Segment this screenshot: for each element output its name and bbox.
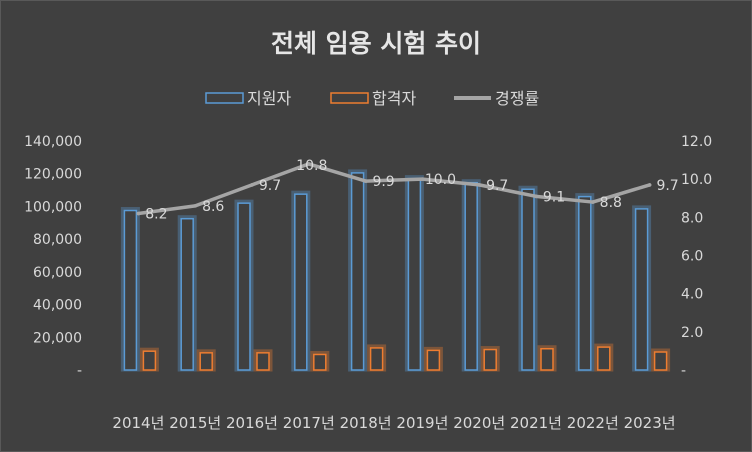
y-right-tick-label: 6.0	[681, 249, 703, 265]
y-right-tick-label: 12.0	[681, 134, 712, 150]
data-label: 10.8	[296, 158, 327, 174]
y-left-tick-label: 120,000	[24, 167, 82, 183]
x-tick-label: 2021년	[510, 414, 562, 432]
data-label: 8.6	[202, 199, 224, 215]
x-tick-label: 2014년	[112, 414, 164, 432]
data-label: 8.2	[145, 207, 167, 223]
bar-지원자	[521, 188, 535, 371]
legend: 지원자 합격자 경쟁률	[205, 89, 539, 108]
x-tick-label: 2018년	[340, 414, 392, 432]
bar-합격자	[426, 349, 441, 371]
y-right-tick-label: -	[681, 363, 686, 379]
line-point	[477, 183, 482, 187]
y-left-tick-label: 100,000	[24, 199, 82, 215]
legend-label-합격자: 합격자	[372, 89, 416, 108]
line-point	[363, 179, 368, 183]
data-label: 9.7	[259, 178, 281, 194]
y-left-tick-label: 20,000	[33, 330, 82, 346]
x-tick-label: 2022년	[567, 414, 619, 432]
bar-합격자	[256, 352, 270, 371]
x-tick-label: 2020년	[453, 414, 505, 432]
bar-합격자	[369, 347, 384, 371]
bar-지원자	[180, 217, 194, 371]
line-경쟁률	[136, 162, 652, 216]
y-right-tick-label: 10.0	[681, 172, 712, 188]
bar-합격자	[653, 351, 668, 371]
x-tick-label: 2019년	[396, 414, 448, 432]
line-group	[136, 162, 652, 216]
bar-지원자	[350, 172, 365, 371]
y-left-tick-label: 140,000	[24, 134, 82, 150]
x-axis: 2014년 2015년 2016년 2017년 2018년 2019년 2020년 2021년…	[112, 414, 675, 432]
line-point	[591, 200, 595, 204]
line-point	[420, 177, 425, 181]
x-tick-label: 2023년	[624, 414, 676, 432]
data-label: 10.0	[425, 172, 456, 188]
legend-swatch-합격자	[330, 92, 369, 104]
legend-label-경쟁률: 경쟁률	[495, 89, 539, 108]
bar-지원자	[407, 177, 422, 371]
line-point	[250, 183, 254, 187]
line-point	[534, 194, 538, 199]
legend-label-지원자: 지원자	[247, 89, 291, 108]
data-label: 9.9	[372, 174, 394, 190]
bars-group	[120, 169, 671, 372]
legend-swatch-지원자	[205, 92, 244, 104]
line-point	[193, 204, 197, 208]
line-point	[307, 162, 311, 166]
bar-지원자	[123, 209, 138, 371]
bar-합격자	[540, 347, 554, 371]
y-left-tick-label: 60,000	[33, 265, 82, 281]
y-left-tick-label: -	[77, 363, 82, 379]
bar-합격자	[199, 352, 213, 371]
bar-합격자	[142, 350, 157, 371]
bar-지원자	[464, 181, 478, 371]
x-tick-label: 2017년	[283, 414, 335, 432]
data-label: 8.8	[600, 195, 622, 211]
bar-지원자	[237, 202, 251, 371]
x-tick-label: 2016년	[226, 414, 278, 432]
data-label: 9.1	[543, 189, 565, 205]
y-right-tick-label: 2.0	[681, 325, 703, 341]
data-label: 9.7	[656, 178, 678, 194]
y-axis-right: - 2.0 4.0 6.0 8.0 10.0 12.0	[681, 134, 712, 379]
bar-합격자	[597, 346, 611, 371]
data-label: 9.7	[486, 178, 508, 194]
bar-합격자	[313, 353, 327, 371]
y-axis-left: - 20,000 40,000 60,000 80,000 100,000 120,000 1…	[24, 134, 82, 379]
bar-지원자	[634, 208, 649, 371]
x-tick-label: 2015년	[169, 414, 221, 432]
line-point	[647, 183, 652, 187]
chart-title: 전체 임용 시험 추이	[271, 29, 481, 58]
bar-지원자	[578, 195, 592, 371]
bar-지원자	[294, 193, 308, 371]
y-right-tick-label: 4.0	[681, 287, 703, 303]
y-right-tick-label: 8.0	[681, 210, 703, 226]
y-left-tick-label: 40,000	[33, 298, 82, 314]
bar-합격자	[483, 348, 497, 371]
line-point	[136, 211, 141, 216]
y-left-tick-label: 80,000	[33, 232, 82, 248]
data-labels-group: 8.2 8.6 9.7 10.8 9.9 10.0 9.7 9.1 8.8 9.7	[145, 158, 678, 223]
